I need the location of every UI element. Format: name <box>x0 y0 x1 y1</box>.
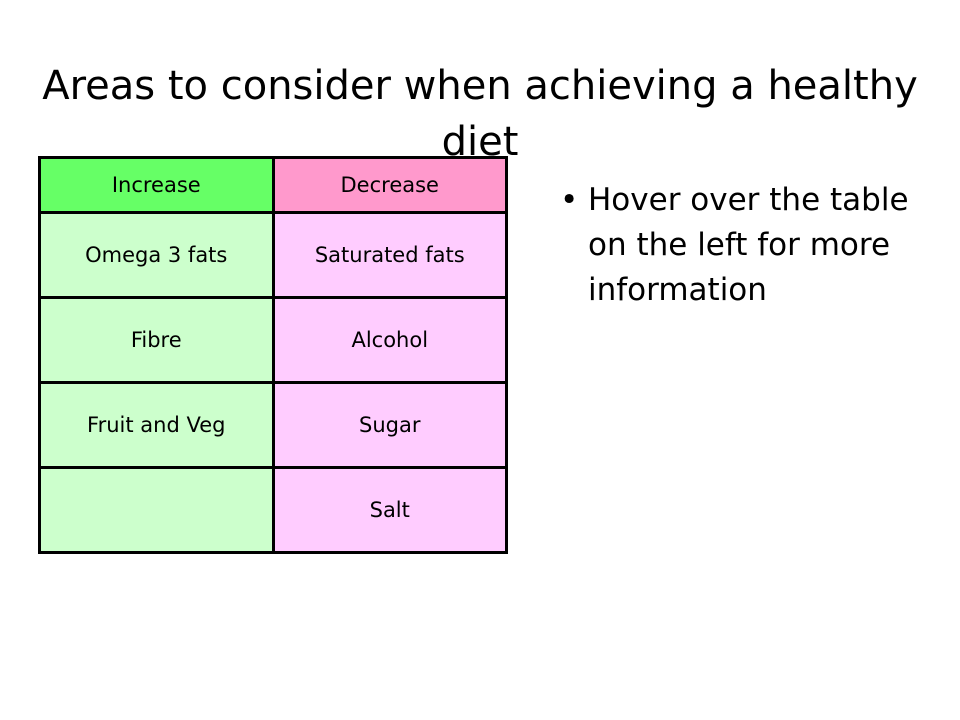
bullet-text: Hover over the table on the left for mor… <box>588 182 909 308</box>
bullet-item: • Hover over the table on the left for m… <box>560 178 920 313</box>
decrease-cell-salt[interactable]: Salt <box>271 466 508 554</box>
decrease-header[interactable]: Decrease <box>271 156 508 214</box>
slide-title: Areas to consider when achieving a healt… <box>42 63 918 165</box>
decrease-cell-saturated-fats[interactable]: Saturated fats <box>271 211 508 299</box>
increase-cell-empty <box>38 466 275 554</box>
table-row: Fibre Alcohol <box>38 296 508 384</box>
bullet-icon: • <box>560 182 579 218</box>
table-header-row: Increase Decrease <box>38 156 508 214</box>
table-row: Salt <box>38 466 508 554</box>
increase-cell-omega-3[interactable]: Omega 3 fats <box>38 211 275 299</box>
decrease-cell-alcohol[interactable]: Alcohol <box>271 296 508 384</box>
table-row: Fruit and Veg Sugar <box>38 381 508 469</box>
table-row: Omega 3 fats Saturated fats <box>38 211 508 299</box>
increase-cell-fibre[interactable]: Fibre <box>38 296 275 384</box>
diet-table[interactable]: Increase Decrease Omega 3 fats Saturated… <box>38 156 508 554</box>
increase-header[interactable]: Increase <box>38 156 275 214</box>
increase-cell-fruit-veg[interactable]: Fruit and Veg <box>38 381 275 469</box>
bullet-list: • Hover over the table on the left for m… <box>560 178 920 313</box>
decrease-cell-sugar[interactable]: Sugar <box>271 381 508 469</box>
